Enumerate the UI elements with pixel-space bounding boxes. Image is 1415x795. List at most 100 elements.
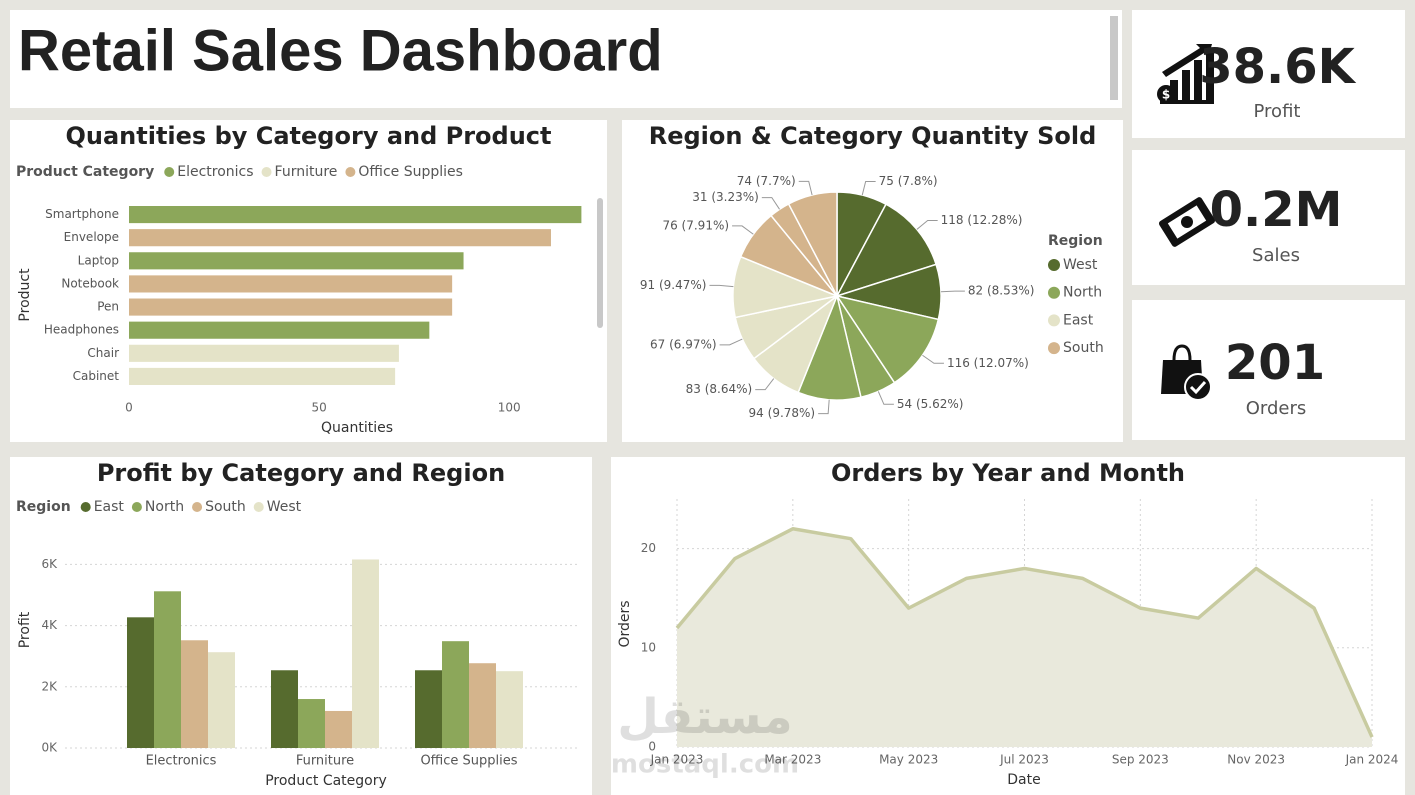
x-tick-label: Furniture (296, 754, 354, 769)
y-axis-title: Orders (617, 600, 633, 647)
y-tick-label: 10 (641, 640, 656, 654)
leader-line (732, 225, 754, 235)
y-tick-label: 6K (41, 557, 58, 571)
legend-label: Furniture (275, 164, 338, 180)
leader-line (861, 181, 876, 196)
scrollbar (1110, 16, 1118, 100)
legend-label: Electronics (177, 164, 253, 180)
y-tick-label: Pen (97, 300, 119, 314)
line (675, 527, 1374, 738)
y-tick-label: Smartphone (45, 207, 119, 221)
bar (442, 641, 469, 748)
legend-label: South (1063, 340, 1104, 356)
x-tick-label: Jan 2024 (1345, 753, 1399, 767)
legend-swatch (164, 167, 175, 177)
leader-line (877, 391, 894, 405)
watermark: mostaql.com (611, 750, 799, 780)
bar (129, 344, 399, 362)
chart-title: Profit by Category and Region (97, 459, 505, 487)
data-label: 94 (9.78%) (749, 406, 816, 420)
profit-icon: $ (1157, 44, 1214, 104)
bar (325, 710, 352, 748)
dashboard-title: Retail Sales Dashboard (18, 18, 663, 83)
legend-swatch (1048, 259, 1060, 271)
legend-label: West (1063, 257, 1098, 273)
y-tick-label: 20 (641, 541, 656, 555)
bar (271, 670, 298, 748)
scrollbar (597, 198, 603, 328)
data-label: 31 (3.23%) (692, 190, 759, 204)
x-tick-label: Jul 2023 (999, 753, 1049, 767)
kpi-value: 201 (1225, 335, 1325, 391)
x-tick-label: Nov 2023 (1227, 753, 1285, 767)
data-label: 118 (12.28%) (941, 213, 1023, 227)
bar (352, 559, 379, 748)
leader-line (755, 378, 775, 391)
y-tick-label: 0 (648, 740, 656, 754)
x-tick-label: Sep 2023 (1112, 753, 1169, 767)
y-tick-label: 4K (41, 618, 58, 632)
title-panel (10, 10, 1122, 108)
kpi-label: Sales (1252, 245, 1300, 266)
legend-title: Region (1048, 233, 1103, 249)
y-tick-label: Chair (87, 346, 119, 360)
y-axis-title: Product (17, 268, 33, 322)
chart-title: Region & Category Quantity Sold (649, 122, 1097, 150)
leader-line (916, 219, 938, 230)
svg-text:$: $ (1162, 88, 1170, 102)
bar (129, 229, 551, 247)
legend-label: North (1063, 285, 1102, 301)
legend-label: South (205, 499, 246, 515)
legend-swatch (131, 502, 142, 512)
data-label: 83 (8.64%) (686, 382, 753, 396)
bar (127, 617, 154, 748)
leader-line (709, 284, 734, 288)
y-tick-label: Envelope (64, 230, 119, 244)
legend-label: Office Supplies (358, 164, 463, 180)
bar (129, 252, 464, 270)
legend-swatch (1048, 342, 1060, 355)
x-tick-label: 100 (498, 401, 521, 415)
kpi-card (1132, 10, 1405, 138)
bar (129, 275, 453, 293)
legend-title: Region (16, 499, 71, 515)
bar (496, 671, 523, 748)
x-tick-label: Mar 2023 (764, 753, 821, 767)
data-label: 76 (7.91%) (662, 218, 729, 232)
y-tick-label: Headphones (44, 323, 119, 337)
y-tick-label: Laptop (78, 253, 119, 267)
data-label: 75 (7.8%) (879, 174, 938, 188)
y-tick-label: 0K (41, 741, 58, 755)
y-axis-title: Profit (17, 611, 33, 648)
kpi-value: 38.6K (1199, 39, 1356, 95)
y-tick-label: Notebook (61, 276, 119, 290)
bar (181, 640, 208, 748)
leader-line (940, 290, 965, 293)
leader-line (719, 338, 743, 346)
data-label: 82 (8.53%) (968, 284, 1035, 298)
leader-line (922, 354, 944, 364)
y-tick-label: Cabinet (73, 369, 120, 383)
legend-title: Product Category (16, 164, 154, 180)
bar (298, 699, 325, 748)
kpi-value: 0.2M (1210, 182, 1343, 238)
bar (415, 670, 442, 748)
x-axis-title: Product Category (265, 773, 387, 789)
kpi-label: Profit (1254, 101, 1301, 122)
leader-line (761, 197, 780, 210)
leader-line (798, 180, 813, 196)
legend-swatch (261, 167, 272, 177)
chart-title: Orders by Year and Month (831, 459, 1185, 487)
legend-label: North (145, 499, 184, 515)
legend-label: West (267, 499, 302, 515)
data-label: 91 (9.47%) (640, 278, 707, 292)
x-tick-label: Office Supplies (420, 754, 517, 769)
legend-swatch (1048, 286, 1060, 299)
leader-line (818, 399, 830, 415)
bar (469, 663, 496, 748)
bar (154, 591, 181, 748)
legend-swatch (345, 167, 356, 177)
area-fill (677, 528, 1372, 747)
